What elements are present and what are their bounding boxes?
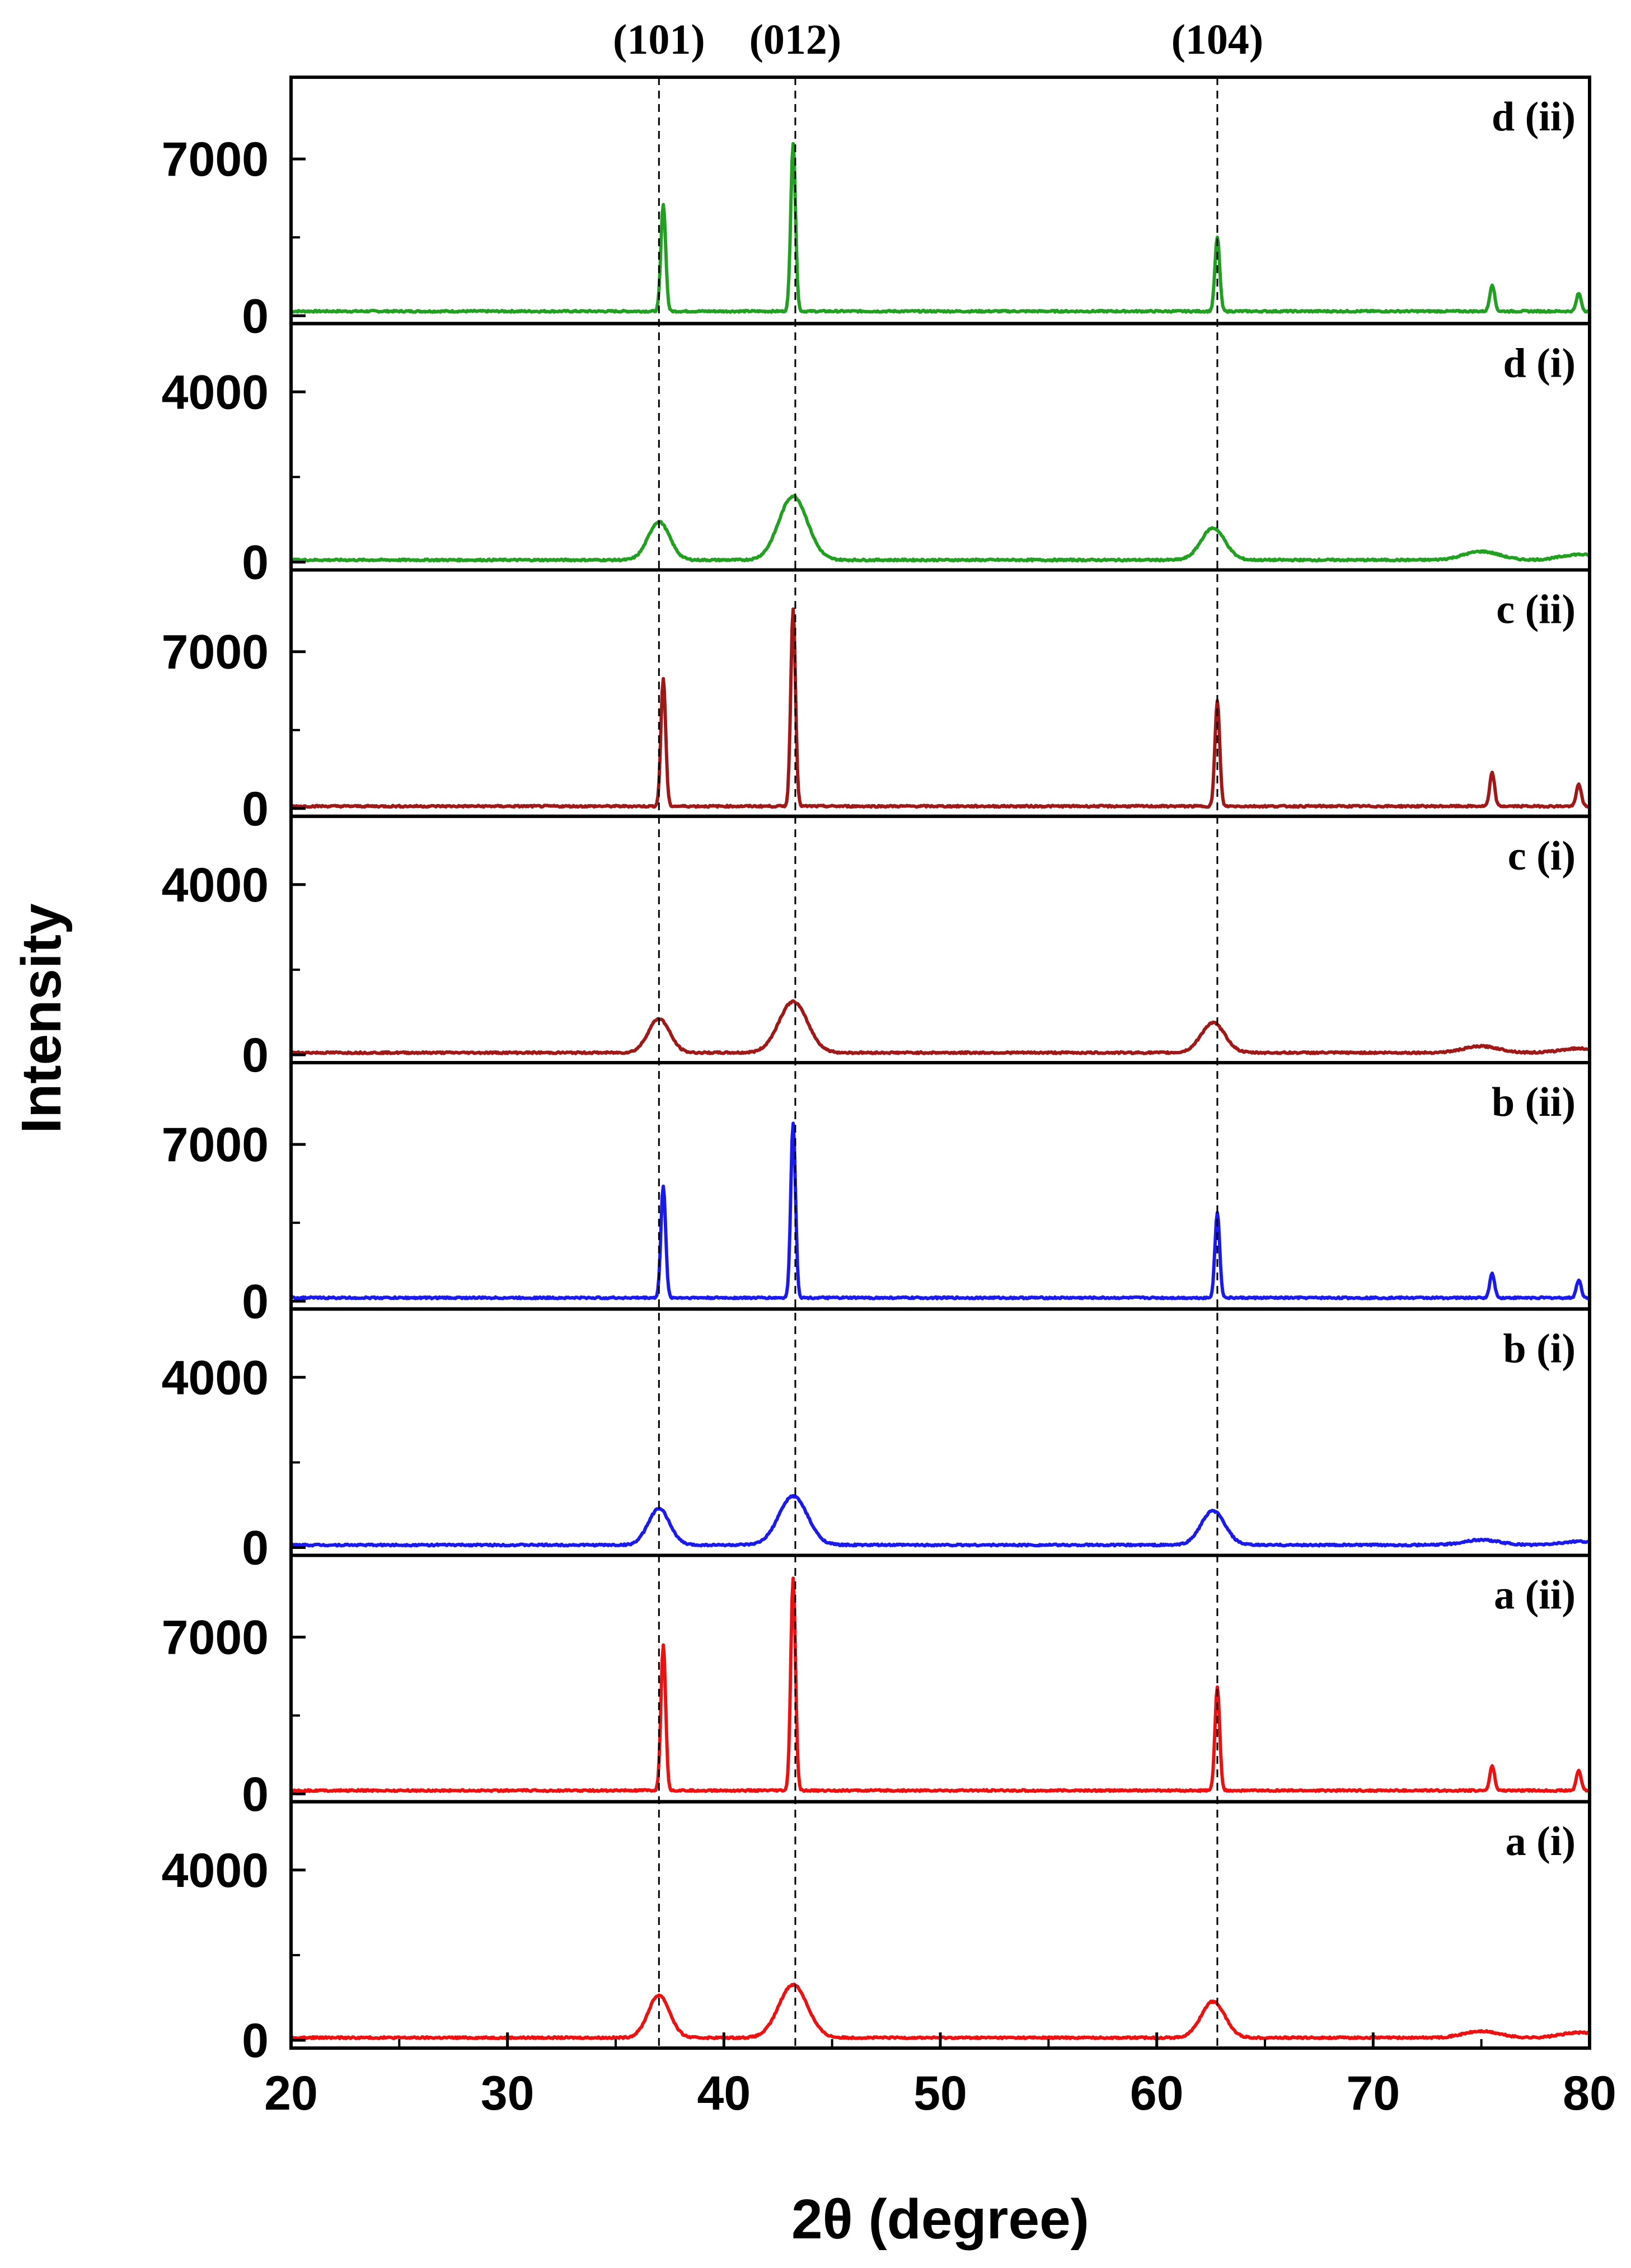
x-tick-label: 70 <box>1346 2067 1400 2120</box>
y-tick-label: 0 <box>242 782 269 836</box>
panel-label: d (i) <box>1503 340 1576 386</box>
x-tick-label: 30 <box>481 2067 535 2120</box>
x-axis-title: 2θ (degree) <box>791 2188 1089 2251</box>
panel-frame <box>289 76 1591 326</box>
series-line <box>290 1982 1591 2040</box>
series-line <box>289 1494 1591 1548</box>
panel-label: b (i) <box>1503 1326 1576 1372</box>
x-tick-label: 20 <box>264 2067 318 2120</box>
y-tick-label: 7000 <box>162 133 269 186</box>
panel-label: a (ii) <box>1494 1572 1576 1618</box>
panel-frame <box>289 1800 1591 2050</box>
x-tick-label: 40 <box>697 2067 751 2120</box>
panel-frame <box>289 814 1591 1064</box>
y-tick-label: 0 <box>242 1275 269 1328</box>
panel-label: a (i) <box>1506 1819 1576 1865</box>
series-line <box>290 142 1591 314</box>
series-line <box>290 999 1591 1055</box>
y-tick-label: 0 <box>242 1522 269 1575</box>
peak-label: (104) <box>1171 16 1264 63</box>
y-tick-label: 0 <box>242 536 269 590</box>
panel-frame <box>289 322 1591 572</box>
panel-frame <box>289 1307 1591 1557</box>
series-line <box>290 607 1591 809</box>
panel-label: c (i) <box>1508 833 1576 879</box>
series-line <box>290 1121 1591 1300</box>
x-tick-label: 50 <box>913 2067 967 2120</box>
y-tick-label: 4000 <box>162 1844 269 1898</box>
y-tick-label: 4000 <box>162 1351 269 1405</box>
x-tick-label: 80 <box>1563 2067 1616 2120</box>
peak-label: (101) <box>613 16 705 63</box>
panel-frame <box>289 1553 1591 1804</box>
y-tick-label: 7000 <box>162 626 269 679</box>
y-axis-title: Intensity <box>10 903 73 1134</box>
y-tick-label: 0 <box>242 1029 269 1082</box>
y-tick-label: 0 <box>242 289 269 343</box>
panel-frame <box>289 568 1591 818</box>
series-line <box>289 1576 1591 1793</box>
x-tick-label: 60 <box>1130 2067 1184 2120</box>
peak-label: (012) <box>749 16 842 63</box>
y-tick-label: 4000 <box>162 365 269 419</box>
panel-frame <box>289 1061 1591 1311</box>
panel-label: c (ii) <box>1496 587 1576 633</box>
y-tick-label: 0 <box>242 2014 269 2068</box>
panel-label: d (ii) <box>1492 94 1576 140</box>
y-tick-label: 0 <box>242 1768 269 1821</box>
y-tick-label: 7000 <box>162 1611 269 1665</box>
panel-label: b (ii) <box>1492 1079 1576 1125</box>
y-tick-label: 7000 <box>162 1118 269 1172</box>
y-tick-label: 4000 <box>162 858 269 912</box>
series-line <box>289 494 1591 563</box>
